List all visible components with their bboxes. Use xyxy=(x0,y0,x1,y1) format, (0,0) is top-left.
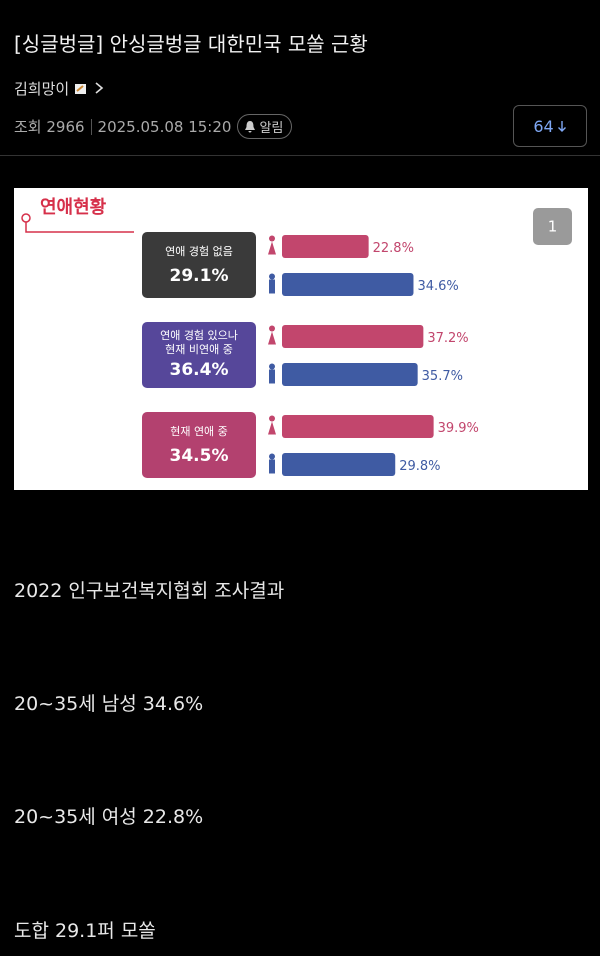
value-label: 39.9% xyxy=(438,421,479,436)
body-line: 도합 29.1퍼 모쏠 xyxy=(14,920,156,942)
infographic-title: 연애현황 xyxy=(40,197,107,218)
separator xyxy=(90,118,92,135)
author-name[interactable]: 김희망이 xyxy=(14,80,70,98)
value-label: 34.6% xyxy=(417,279,458,294)
post-meta: 조회 2966 2025.05.08 15:20 알림 xyxy=(14,114,293,139)
group-total: 36.4% xyxy=(170,360,229,380)
person-icon xyxy=(269,325,275,332)
value-label: 22.8% xyxy=(373,241,414,256)
person-icon xyxy=(269,369,275,384)
comment-button[interactable]: 64 xyxy=(513,105,587,147)
male-bar xyxy=(282,273,414,296)
author[interactable]: 김희망이 xyxy=(14,78,105,99)
post-title: [싱글벙글] 안싱글벙글 대한민국 모쏠 근황 xyxy=(14,32,368,56)
page-number: 1 xyxy=(548,218,558,236)
chevron-icon xyxy=(95,82,104,94)
group-label: 현재 연애 중 xyxy=(170,425,228,438)
date: 2025.05.08 15:20 xyxy=(97,117,232,136)
body-line: 2022 인구보건복지협회 조사결과 xyxy=(14,580,285,602)
group-total: 34.5% xyxy=(170,446,229,466)
group-label: 현재 비연애 중 xyxy=(165,343,233,356)
person-icon xyxy=(269,453,275,460)
person-icon xyxy=(268,241,276,255)
person-icon xyxy=(269,235,275,242)
alarm-label[interactable]: 알림 xyxy=(259,121,284,136)
group-label: 연애 경험 있으나 xyxy=(160,329,238,342)
group-label: 연애 경험 없음 xyxy=(165,245,233,258)
bell-icon xyxy=(245,121,256,133)
male-bar xyxy=(282,363,418,386)
down-arrow-icon xyxy=(557,121,566,132)
group-box xyxy=(142,322,256,388)
note-icon xyxy=(74,84,86,94)
group-total: 29.1% xyxy=(170,266,229,286)
group-box xyxy=(142,232,256,298)
person-icon xyxy=(269,273,275,280)
body-line: 20~35세 남성 34.6% xyxy=(14,693,204,715)
female-bar xyxy=(282,415,434,438)
male-bar xyxy=(282,453,396,476)
person-icon xyxy=(269,415,275,422)
divider xyxy=(0,155,600,156)
comment-count[interactable]: 64 xyxy=(533,116,554,136)
value-label: 29.8% xyxy=(399,459,440,474)
value-label: 35.7% xyxy=(422,369,463,384)
body-line: 20~35세 여성 22.8% xyxy=(14,806,204,828)
value-label: 37.2% xyxy=(427,331,468,346)
views: 조회 2966 xyxy=(14,118,85,136)
person-icon xyxy=(268,421,276,435)
female-bar xyxy=(282,325,424,348)
title-decoration xyxy=(21,213,31,223)
person-icon xyxy=(269,279,275,294)
female-bar xyxy=(282,235,369,258)
alarm-button[interactable]: 알림 xyxy=(237,114,293,139)
group-box xyxy=(142,412,256,478)
person-icon xyxy=(269,363,275,370)
person-icon xyxy=(269,459,275,474)
title-decoration xyxy=(25,222,134,233)
page-badge xyxy=(533,208,572,245)
person-icon xyxy=(268,331,276,345)
